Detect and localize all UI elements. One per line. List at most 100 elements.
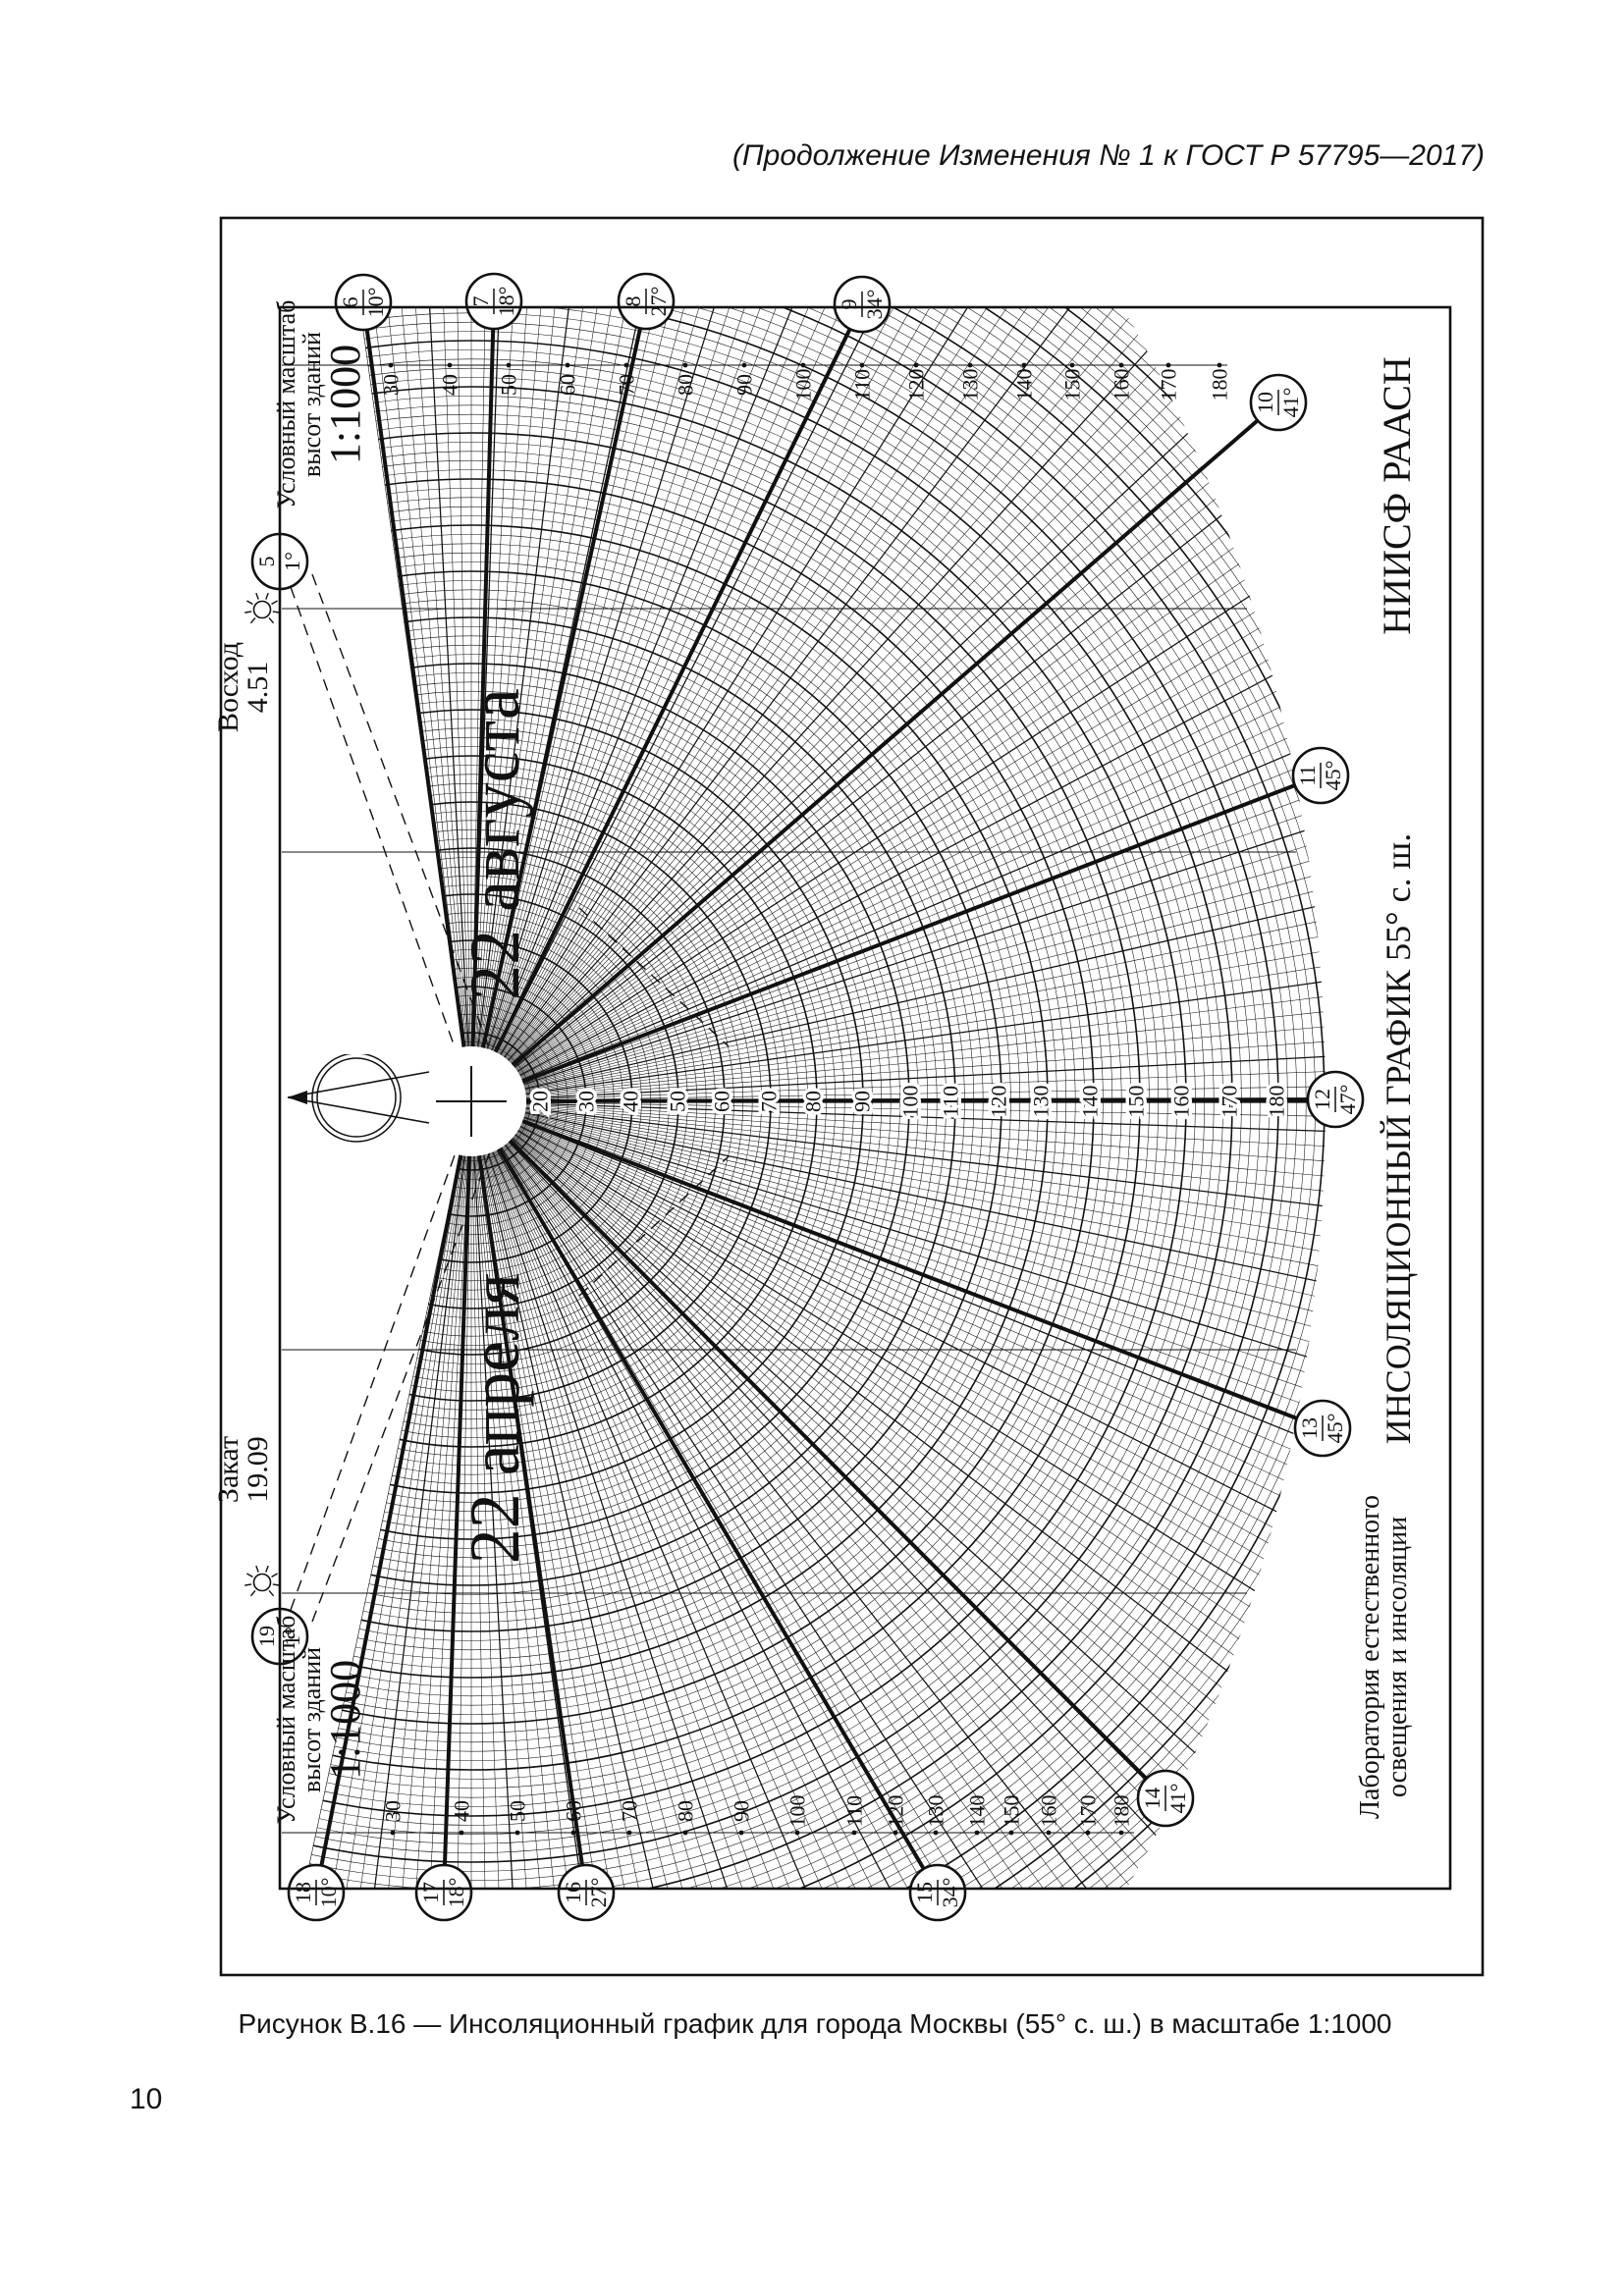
grid-ray <box>506 1144 1287 1889</box>
grid-ray <box>472 1155 517 1889</box>
altitude-value: 1° <box>280 552 304 571</box>
grid-ray <box>525 1033 1326 1099</box>
grid-ray <box>525 1106 1326 1238</box>
top-scale-number: 150 <box>1060 369 1085 401</box>
grid-ray <box>312 307 465 1047</box>
grid-ray <box>500 307 1160 1055</box>
bottom-scale-number: 100 <box>785 1795 810 1828</box>
grid-ray <box>524 831 1326 1091</box>
grid-ray <box>504 307 1252 1058</box>
grid-ray <box>524 1111 1326 1350</box>
svg-text:150: 150 <box>1000 1795 1024 1828</box>
grid-ray <box>484 1154 785 1889</box>
ruler-tick-dot <box>390 1830 396 1836</box>
grid-ray <box>515 1133 1326 1864</box>
grid-ray <box>483 307 764 1048</box>
bottom-scale-number: 80 <box>674 1800 698 1822</box>
hour-altitude-marker: 18 10° <box>287 1863 346 1922</box>
altitude-value: 41° <box>1165 1784 1190 1814</box>
compass-gap <box>339 1035 374 1054</box>
grid-ray <box>516 1131 1326 1808</box>
svg-text:160: 160 <box>1037 1795 1061 1828</box>
grid-ray <box>524 1112 1326 1372</box>
grid-ray <box>492 307 979 1051</box>
grid-ray <box>486 307 851 1049</box>
grid-ray <box>489 307 915 1050</box>
ruler-tick-dot <box>1085 1830 1091 1836</box>
grid-ray <box>493 1151 1000 1889</box>
ruler-tick-dot <box>506 362 512 368</box>
ruler-tick-dot <box>933 1830 939 1836</box>
grid-ray <box>476 307 608 1047</box>
hour-altitude-marker: 6 10° <box>334 273 393 332</box>
grid-ray <box>494 1150 1020 1889</box>
dashed-guide-line <box>578 907 730 1047</box>
date-upper-label: 22 августа <box>456 688 534 1000</box>
grid-ray <box>525 942 1326 1095</box>
central-scale-number: 130 <box>1025 1082 1056 1121</box>
central-scale-number: 100 <box>894 1082 926 1121</box>
central-scale-number: 110 <box>935 1082 966 1120</box>
top-scale-number: 100 <box>791 369 816 401</box>
ruler-tick-dot <box>1217 362 1222 368</box>
grid-ray <box>524 1113 1326 1394</box>
ruler-tick-dot <box>1046 1830 1052 1836</box>
hour-altitude-marker: 17 18° <box>414 1863 473 1922</box>
grid-ray <box>525 1104 1326 1193</box>
grid-ray <box>291 1155 464 1889</box>
hour-value: 14 <box>1140 1788 1164 1809</box>
grid-ray <box>507 307 1323 1060</box>
grid-ray <box>525 1102 1326 1148</box>
document-header: (Продолжение Изменения № 1 к ГОСТ Р 5779… <box>731 139 1485 172</box>
sunset-label: Закат <box>212 1436 244 1503</box>
grid-ray <box>522 1119 1326 1545</box>
altitude-value: 18° <box>444 1878 468 1908</box>
ruler-tick-dot <box>800 362 806 368</box>
top-scale-number: 120 <box>904 369 929 401</box>
grid-ray <box>512 1138 1326 1889</box>
grid-ray <box>357 307 467 1047</box>
bottom-scale-number: 150 <box>1000 1795 1024 1828</box>
grid-ray <box>523 1116 1326 1481</box>
grid-ray <box>477 1155 630 1889</box>
ruler-tick-dot <box>1118 1830 1124 1836</box>
grid-ray <box>517 433 1326 1074</box>
grid-ray <box>474 1155 563 1889</box>
grid-ray <box>480 1155 697 1889</box>
grid-ray <box>517 414 1326 1073</box>
top-scale-number: 140 <box>1012 369 1037 401</box>
grid-ray <box>515 357 1326 1071</box>
ruler-tick-dot <box>1008 1830 1014 1836</box>
hour-value: 12 <box>1310 1089 1334 1110</box>
hour-altitude-marker: 12 47° <box>1306 1070 1365 1129</box>
ruler-tick-dot <box>738 1830 744 1836</box>
scale-note-bottom-line2: высот зданий <box>298 1647 326 1792</box>
grid-ray <box>473 307 540 1047</box>
central-scale-number: 140 <box>1074 1082 1106 1121</box>
ruler-tick-dot <box>1118 362 1124 368</box>
svg-text:110: 110 <box>939 1086 963 1117</box>
svg-text:90: 90 <box>730 1800 754 1822</box>
hour-value: 18 <box>291 1882 315 1903</box>
hour-value: 6 <box>338 297 362 308</box>
laboratory-line1: Лаборатория естественного <box>1355 1495 1385 1819</box>
grid-ray <box>524 853 1326 1092</box>
svg-text:60: 60 <box>710 1091 734 1112</box>
grid-ray <box>493 307 1000 1051</box>
grid-ray <box>521 573 1326 1080</box>
compass-needle <box>287 1096 430 1124</box>
svg-text:90: 90 <box>850 1091 875 1112</box>
svg-text:30: 30 <box>574 1091 599 1112</box>
hour-line <box>469 303 864 1102</box>
grid-ray <box>516 376 1326 1071</box>
grid-ray <box>502 1147 1197 1889</box>
ruler-tick-dot <box>851 1830 857 1836</box>
central-scale-number: 150 <box>1120 1082 1152 1121</box>
ruler-tick-dot <box>682 362 688 368</box>
grid-ray <box>519 1127 1326 1710</box>
top-scale-number: 30 <box>379 374 404 396</box>
grid-ray <box>498 1148 1120 1889</box>
svg-text:180: 180 <box>1265 1086 1289 1118</box>
hour-value: 17 <box>418 1882 443 1903</box>
grid-ray <box>520 553 1326 1079</box>
